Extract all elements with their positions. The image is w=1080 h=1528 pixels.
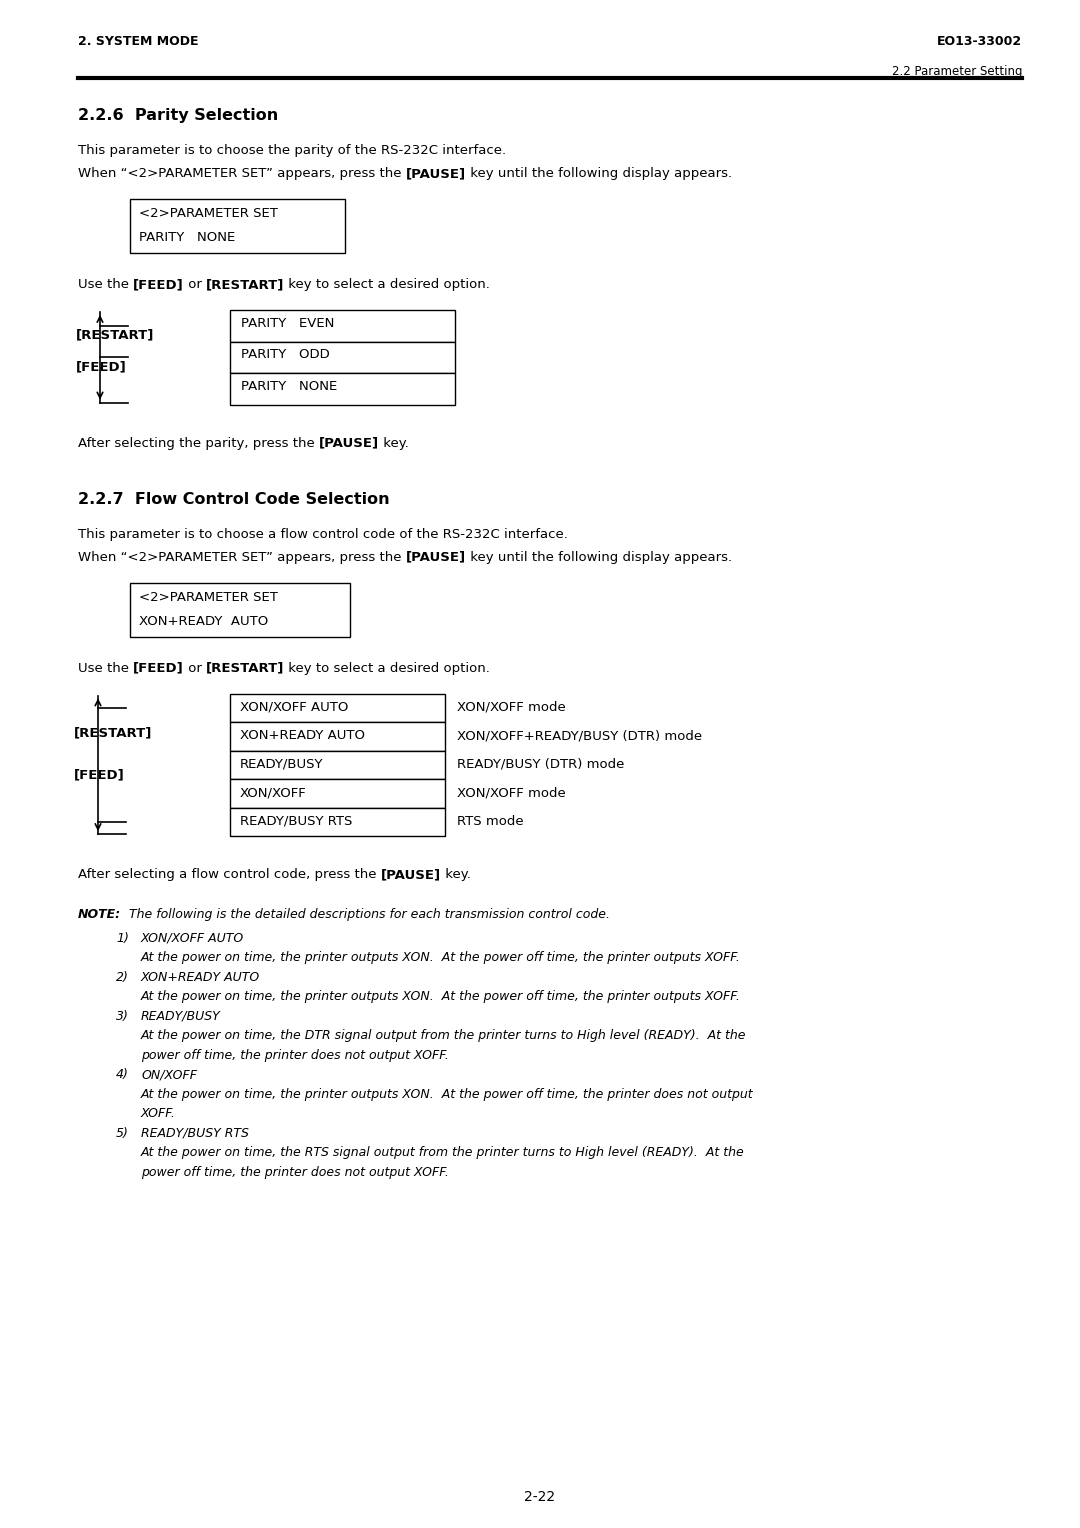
- Bar: [230, 694, 445, 723]
- Bar: [230, 341, 455, 373]
- Text: 5): 5): [116, 1126, 129, 1140]
- Text: PARITY   NONE: PARITY NONE: [241, 380, 337, 393]
- Text: ON/XOFF: ON/XOFF: [141, 1068, 197, 1080]
- Bar: [230, 723, 445, 750]
- Text: PARITY   EVEN: PARITY EVEN: [241, 316, 335, 330]
- Text: NOTE:: NOTE:: [78, 908, 121, 921]
- Text: [RESTART]: [RESTART]: [206, 662, 284, 674]
- Text: EO13-33002: EO13-33002: [936, 35, 1022, 47]
- Text: READY/BUSY RTS: READY/BUSY RTS: [240, 814, 352, 828]
- Text: 2.2.7  Flow Control Code Selection: 2.2.7 Flow Control Code Selection: [78, 492, 390, 506]
- Text: [PAUSE]: [PAUSE]: [406, 550, 465, 564]
- Text: 2. SYSTEM MODE: 2. SYSTEM MODE: [78, 35, 199, 47]
- Text: [RESTART]: [RESTART]: [75, 726, 152, 740]
- Text: <2>PARAMETER SET: <2>PARAMETER SET: [139, 206, 278, 220]
- Text: XON/XOFF mode: XON/XOFF mode: [457, 785, 566, 799]
- Bar: [130, 199, 345, 254]
- Bar: [230, 310, 455, 341]
- Text: key.: key.: [379, 437, 409, 449]
- Text: 1): 1): [116, 932, 129, 944]
- Text: PARITY   NONE: PARITY NONE: [139, 231, 235, 244]
- Text: XON/XOFF AUTO: XON/XOFF AUTO: [141, 932, 244, 944]
- Text: READY/BUSY RTS: READY/BUSY RTS: [141, 1126, 248, 1140]
- Text: XON+READY AUTO: XON+READY AUTO: [141, 970, 260, 984]
- Text: key until the following display appears.: key until the following display appears.: [465, 167, 732, 180]
- Text: key to select a desired option.: key to select a desired option.: [284, 662, 490, 674]
- Text: [PAUSE]: [PAUSE]: [319, 437, 379, 449]
- Text: [RESTART]: [RESTART]: [76, 329, 154, 342]
- Text: XOFF.: XOFF.: [141, 1106, 176, 1120]
- Text: Use the: Use the: [78, 278, 133, 290]
- Text: [FEED]: [FEED]: [76, 361, 126, 373]
- Bar: [230, 807, 445, 836]
- Text: After selecting a flow control code, press the: After selecting a flow control code, pre…: [78, 868, 381, 882]
- Bar: [230, 750, 445, 779]
- Text: XON/XOFF mode: XON/XOFF mode: [457, 700, 566, 714]
- Text: <2>PARAMETER SET: <2>PARAMETER SET: [139, 590, 278, 604]
- Text: When “<2>PARAMETER SET” appears, press the: When “<2>PARAMETER SET” appears, press t…: [78, 167, 406, 180]
- Text: PARITY   ODD: PARITY ODD: [241, 348, 329, 362]
- Text: 2.2 Parameter Setting: 2.2 Parameter Setting: [891, 66, 1022, 78]
- Text: XON/XOFF+READY/BUSY (DTR) mode: XON/XOFF+READY/BUSY (DTR) mode: [457, 729, 702, 743]
- Text: 2.2.6  Parity Selection: 2.2.6 Parity Selection: [78, 108, 279, 122]
- Text: [PAUSE]: [PAUSE]: [381, 868, 441, 882]
- Text: key.: key.: [441, 868, 471, 882]
- Bar: [230, 373, 455, 405]
- Text: [PAUSE]: [PAUSE]: [406, 167, 465, 180]
- Text: READY/BUSY: READY/BUSY: [240, 758, 324, 770]
- Text: key to select a desired option.: key to select a desired option.: [284, 278, 490, 290]
- Bar: [230, 779, 445, 807]
- Text: At the power on time, the DTR signal output from the printer turns to High level: At the power on time, the DTR signal out…: [141, 1028, 746, 1042]
- Bar: [130, 582, 350, 637]
- Text: 2-22: 2-22: [525, 1490, 555, 1504]
- Text: or: or: [184, 278, 206, 290]
- Text: XON/XOFF AUTO: XON/XOFF AUTO: [240, 700, 349, 714]
- Text: At the power on time, the RTS signal output from the printer turns to High level: At the power on time, the RTS signal out…: [141, 1146, 745, 1160]
- Text: [FEED]: [FEED]: [133, 278, 184, 290]
- Text: This parameter is to choose a flow control code of the RS-232C interface.: This parameter is to choose a flow contr…: [78, 527, 568, 541]
- Text: 3): 3): [116, 1010, 129, 1022]
- Text: Use the: Use the: [78, 662, 133, 674]
- Text: READY/BUSY: READY/BUSY: [141, 1010, 220, 1022]
- Text: When “<2>PARAMETER SET” appears, press the: When “<2>PARAMETER SET” appears, press t…: [78, 550, 406, 564]
- Text: At the power on time, the printer outputs XON.  At the power off time, the print: At the power on time, the printer output…: [141, 990, 741, 1002]
- Text: After selecting the parity, press the: After selecting the parity, press the: [78, 437, 319, 449]
- Text: READY/BUSY (DTR) mode: READY/BUSY (DTR) mode: [457, 758, 624, 770]
- Text: XON/XOFF: XON/XOFF: [240, 785, 307, 799]
- Text: 2): 2): [116, 970, 129, 984]
- Text: RTS mode: RTS mode: [457, 814, 524, 828]
- Text: XON+READY AUTO: XON+READY AUTO: [240, 729, 365, 743]
- Text: This parameter is to choose the parity of the RS-232C interface.: This parameter is to choose the parity o…: [78, 144, 507, 157]
- Text: power off time, the printer does not output XOFF.: power off time, the printer does not out…: [141, 1048, 449, 1062]
- Text: 4): 4): [116, 1068, 129, 1080]
- Text: power off time, the printer does not output XOFF.: power off time, the printer does not out…: [141, 1166, 449, 1178]
- Text: [FEED]: [FEED]: [75, 769, 125, 782]
- Text: [RESTART]: [RESTART]: [206, 278, 284, 290]
- Text: XON+READY  AUTO: XON+READY AUTO: [139, 614, 268, 628]
- Text: The following is the detailed descriptions for each transmission control code.: The following is the detailed descriptio…: [121, 908, 610, 921]
- Text: key until the following display appears.: key until the following display appears.: [465, 550, 732, 564]
- Text: At the power on time, the printer outputs XON.  At the power off time, the print: At the power on time, the printer output…: [141, 950, 741, 964]
- Text: [FEED]: [FEED]: [133, 662, 184, 674]
- Text: At the power on time, the printer outputs XON.  At the power off time, the print: At the power on time, the printer output…: [141, 1088, 754, 1100]
- Text: or: or: [184, 662, 206, 674]
